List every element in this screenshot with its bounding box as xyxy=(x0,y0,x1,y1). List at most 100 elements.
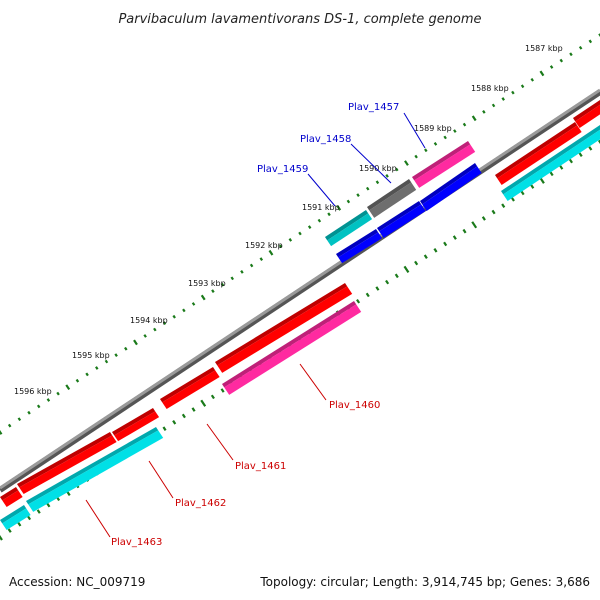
gene-plav-1460[interactable] xyxy=(222,301,362,395)
gene-plav-1463[interactable] xyxy=(26,427,164,512)
outer-tick xyxy=(298,231,302,236)
outer-tick xyxy=(220,282,225,287)
outer-tick xyxy=(433,141,438,146)
outer-tick xyxy=(95,366,99,370)
gene-plav-1458[interactable] xyxy=(367,179,417,218)
outer-tick xyxy=(104,359,109,364)
outer-tick xyxy=(288,238,293,242)
gene-plav-1462-top-face xyxy=(112,408,156,436)
leader-plav-1461 xyxy=(206,423,234,461)
gene-plav-1458-top-face xyxy=(367,179,412,211)
outer-tick xyxy=(443,135,447,140)
inner-tick xyxy=(46,502,51,508)
gene-red-long[interactable] xyxy=(215,283,353,373)
gene-upper-right-cyan-top-face xyxy=(501,125,600,195)
gene-plav-1459-body xyxy=(327,213,373,247)
genome-summary-text: Topology: circular; Length: 3,914,745 bp… xyxy=(259,575,590,589)
gene-label-plav-1463[interactable]: Plav_1463 xyxy=(111,537,162,548)
gene-plav-1460-top-face xyxy=(222,301,357,388)
gene-red-left-top-face xyxy=(17,432,113,488)
gene-upper-right-red-1-body xyxy=(497,125,582,185)
scale-labels: 1587 kbp 1588 kbp 1589 kbp 1590 kbp 1591… xyxy=(14,44,563,396)
gene-label-leaders xyxy=(85,112,426,538)
scale-label-1592: 1592 kbp xyxy=(245,241,283,250)
gene-blue-small[interactable] xyxy=(336,229,383,264)
gene-blue-lower[interactable] xyxy=(377,201,426,238)
outer-tick xyxy=(56,391,60,396)
outer-tick xyxy=(424,148,428,153)
gene-label-plav-1457[interactable]: Plav_1457 xyxy=(348,102,399,113)
outer-tick xyxy=(191,302,196,306)
gene-label-plav-1462[interactable]: Plav_1462 xyxy=(175,498,226,509)
scale-label-1588: 1588 kbp xyxy=(471,84,509,93)
gene-label-plav-1460[interactable]: Plav_1460 xyxy=(329,400,380,411)
gene-plav-1462-body xyxy=(114,411,160,442)
gene-plav-1459[interactable] xyxy=(325,210,373,247)
outer-tick xyxy=(317,218,322,223)
inner-tick xyxy=(200,399,207,407)
inner-tick xyxy=(7,528,12,533)
gene-upper-right-red-2[interactable] xyxy=(573,100,600,128)
inner-tick xyxy=(220,388,225,393)
scale-label-1596: 1596 kbp xyxy=(14,387,52,396)
inner-tick xyxy=(501,203,506,208)
gene-labels: Plav_1457 Plav_1458 Plav_1459 Plav_1460 … xyxy=(111,102,399,548)
outer-tick xyxy=(395,167,399,172)
gene-blue-small-top-face xyxy=(336,229,379,258)
gene-upper-right-red-1[interactable] xyxy=(495,122,582,185)
outer-tick xyxy=(75,378,80,383)
inner-tick xyxy=(559,165,564,170)
gene-red-edge-top-face xyxy=(0,487,19,501)
gene-cyan-edge-body xyxy=(2,508,31,530)
gene-red-long-top-face xyxy=(215,283,348,366)
outer-tick xyxy=(200,294,206,301)
gene-plav-1462[interactable] xyxy=(112,408,160,442)
leader-plav-1457 xyxy=(403,112,426,149)
inner-tick xyxy=(452,235,457,240)
gene-cyan-edge[interactable] xyxy=(0,505,31,530)
outer-tick xyxy=(153,327,157,332)
gene-label-plav-1458[interactable]: Plav_1458 xyxy=(300,134,351,145)
outer-tick xyxy=(578,45,583,50)
leader-plav-1463 xyxy=(85,499,111,538)
gene-upper-right-cyan[interactable] xyxy=(501,125,600,201)
scale-label-1587: 1587 kbp xyxy=(525,44,563,53)
gene-red-left[interactable] xyxy=(17,432,117,494)
inner-tick xyxy=(549,171,554,177)
scale-label-1591: 1591 kbp xyxy=(302,203,340,212)
outer-tick xyxy=(414,154,418,159)
gene-plav-1457[interactable] xyxy=(412,141,476,188)
gene-label-plav-1459[interactable]: Plav_1459 xyxy=(257,164,308,175)
inner-tick xyxy=(17,521,22,527)
inner-tick xyxy=(520,190,525,196)
inner-tick xyxy=(443,241,448,247)
inner-tick xyxy=(510,197,515,202)
outer-tick xyxy=(27,410,31,415)
leader-plav-1458 xyxy=(350,143,392,184)
gene-plav-1457-body xyxy=(414,144,476,188)
inner-tick xyxy=(414,260,419,266)
scale-label-1593: 1593 kbp xyxy=(188,279,226,288)
gene-label-plav-1461[interactable]: Plav_1461 xyxy=(235,461,286,472)
gene-cyan-edge-top-face xyxy=(0,505,27,524)
inner-tick xyxy=(356,298,361,304)
outer-tick xyxy=(549,65,554,69)
gene-plav-1461[interactable] xyxy=(160,367,220,409)
leader-plav-1462 xyxy=(148,460,174,499)
gene-red-edge[interactable] xyxy=(0,487,23,507)
inner-tick xyxy=(568,158,573,164)
outer-tick xyxy=(462,122,467,127)
outer-tick xyxy=(143,334,147,338)
outer-tick xyxy=(124,346,128,351)
gene-blue-upper-top-face xyxy=(420,163,478,205)
gene-plav-1463-top-face xyxy=(26,427,159,505)
inner-tick xyxy=(210,394,215,400)
gene-blue-lower-body xyxy=(379,204,426,238)
inner-tick xyxy=(481,216,486,221)
outer-tick xyxy=(346,199,351,204)
accession-text: Accession: NC_009719 xyxy=(9,575,145,589)
gene-upper-right-cyan-body xyxy=(503,129,600,201)
gene-red-left-body xyxy=(19,435,117,494)
gene-blue-lower-top-face xyxy=(377,201,422,232)
gene-blue-upper[interactable] xyxy=(420,163,482,211)
